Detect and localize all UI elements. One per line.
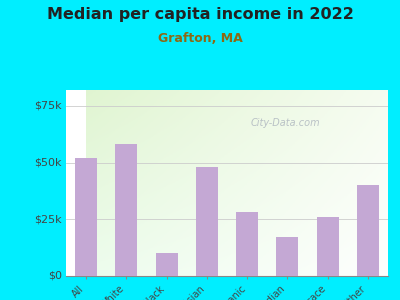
Bar (236, 212, 258, 276)
Bar (357, 185, 379, 276)
Text: Grafton, MA: Grafton, MA (158, 32, 242, 44)
Bar (276, 237, 298, 276)
Bar (156, 253, 178, 276)
Bar (75, 158, 97, 276)
Text: Median per capita income in 2022: Median per capita income in 2022 (46, 8, 354, 22)
Bar (115, 144, 138, 276)
Text: $50k: $50k (34, 158, 62, 168)
Bar (196, 167, 218, 276)
Text: City-Data.com: City-Data.com (250, 118, 320, 128)
Text: $75k: $75k (34, 101, 62, 111)
Text: $25k: $25k (34, 214, 62, 224)
Bar (316, 217, 339, 276)
Text: $0: $0 (48, 271, 62, 281)
